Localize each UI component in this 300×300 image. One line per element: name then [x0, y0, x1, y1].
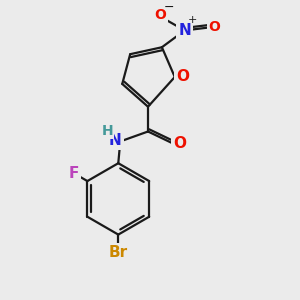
Text: O: O: [208, 20, 220, 34]
Text: F: F: [68, 166, 79, 181]
Text: H: H: [102, 124, 113, 137]
Text: N: N: [178, 23, 191, 38]
Text: Br: Br: [109, 245, 128, 260]
Text: +: +: [188, 16, 197, 26]
Text: −: −: [164, 1, 174, 14]
Text: N: N: [109, 133, 122, 148]
Text: O: O: [173, 136, 186, 151]
Text: O: O: [176, 70, 189, 85]
Text: O: O: [154, 8, 166, 22]
